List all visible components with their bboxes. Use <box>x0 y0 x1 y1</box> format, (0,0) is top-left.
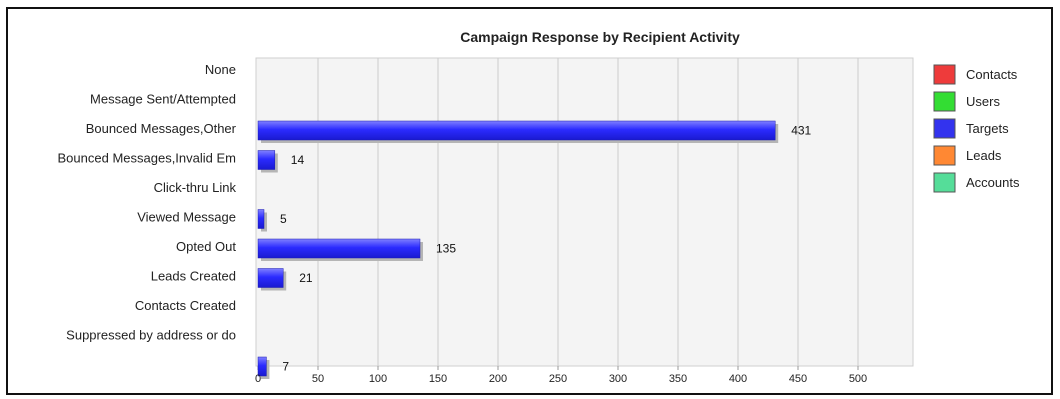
legend-label: Contacts <box>966 67 1018 82</box>
legend-swatch <box>933 172 956 193</box>
legend-label: Accounts <box>966 175 1020 190</box>
category-label: Suppressed by address or do <box>66 328 236 343</box>
data-label: 21 <box>299 271 313 285</box>
x-tick-label: 400 <box>729 373 747 385</box>
grid-lines <box>257 58 859 370</box>
data-labels: 431 14 5 135 21 7 <box>280 124 812 374</box>
legend: Contacts Users Targets Leads Accounts <box>933 64 1020 193</box>
chart-title: Campaign Response by Recipient Activity <box>460 29 740 45</box>
category-label: Message Sent/Attempted <box>90 92 236 107</box>
legend-label: Leads <box>966 148 1002 163</box>
bar-targets <box>257 268 284 288</box>
category-label: Opted Out <box>176 239 236 254</box>
bar-targets <box>257 150 276 170</box>
bar-targets <box>257 120 776 141</box>
x-tick-label: 0 <box>255 373 261 385</box>
bars-group <box>257 120 779 379</box>
x-tick-label: 50 <box>312 373 324 385</box>
category-label: Viewed Message <box>137 210 236 225</box>
x-tick-label: 500 <box>849 373 867 385</box>
bar-targets <box>257 238 421 259</box>
bar-targets <box>257 356 267 377</box>
legend-swatch <box>933 91 956 112</box>
x-tick-label: 200 <box>489 373 507 385</box>
legend-label: Users <box>966 94 1000 109</box>
x-tick-label: 100 <box>369 373 387 385</box>
bar-targets <box>257 209 265 229</box>
data-label: 135 <box>436 242 456 256</box>
data-label: 14 <box>291 153 305 167</box>
x-tick-label: 150 <box>429 373 447 385</box>
x-axis-tick-labels: 0 50 100 150 200 250 300 350 400 450 500 <box>255 373 867 385</box>
category-label: Leads Created <box>151 269 236 284</box>
legend-swatch <box>933 118 956 139</box>
data-label: 5 <box>280 212 287 226</box>
plot-area <box>255 57 914 367</box>
category-label: None <box>205 62 236 77</box>
data-label: 7 <box>282 360 289 374</box>
category-label: Contacts Created <box>135 298 236 313</box>
category-labels: None Message Sent/Attempted Bounced Messag… <box>58 62 237 343</box>
legend-swatch <box>933 64 956 85</box>
x-tick-label: 300 <box>609 373 627 385</box>
x-tick-label: 350 <box>669 373 687 385</box>
category-label: Bounced Messages,Other <box>86 121 237 136</box>
x-tick-label: 250 <box>549 373 567 385</box>
legend-label: Targets <box>966 121 1009 136</box>
legend-swatch <box>933 145 956 166</box>
data-label: 431 <box>791 124 811 138</box>
x-tick-label: 450 <box>789 373 807 385</box>
category-label: Bounced Messages,Invalid Em <box>58 151 236 166</box>
category-label: Click-thru Link <box>154 180 237 195</box>
